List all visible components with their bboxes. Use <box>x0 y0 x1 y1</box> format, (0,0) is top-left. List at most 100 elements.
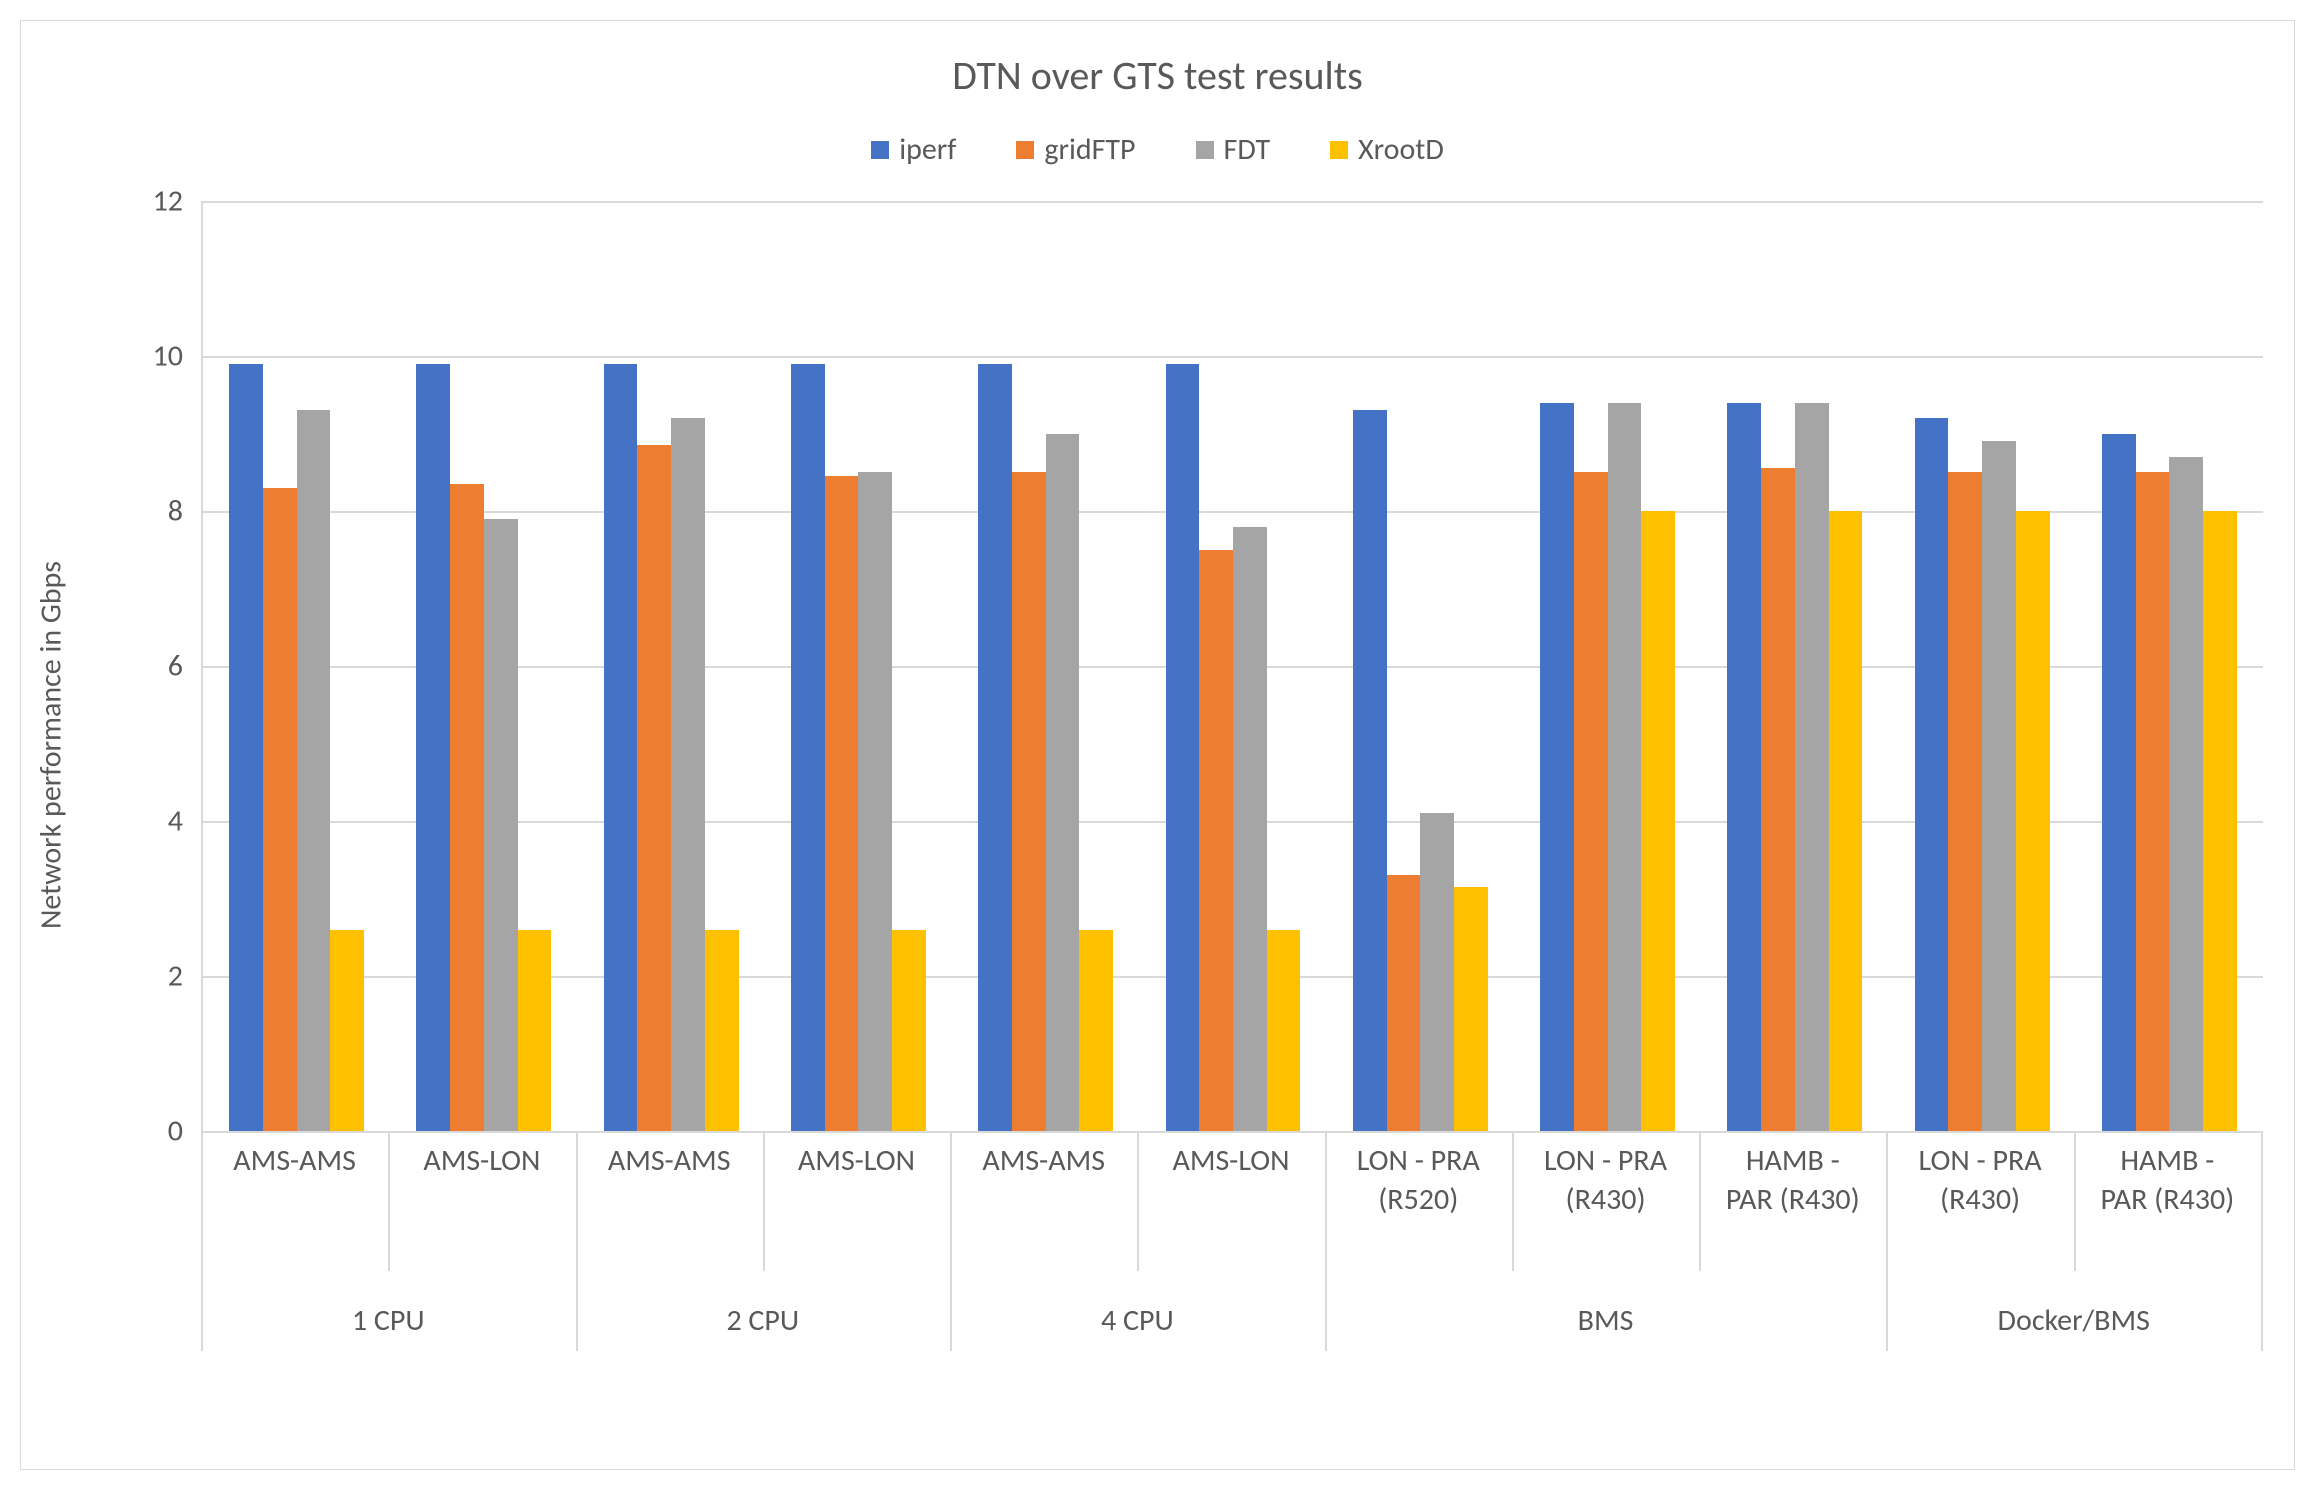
x-category-label: AMS-LON <box>388 1141 575 1180</box>
y-tick-label: 10 <box>153 338 183 375</box>
x-axis-supergroup-labels: 1 CPU 2 CPU 4 CPU BMS Docker/BMS <box>201 1301 2261 1361</box>
x-category-label: LON - PRA(R520) <box>1325 1141 1512 1219</box>
legend-label: XrootD <box>1358 131 1444 168</box>
bar <box>2016 511 2050 1131</box>
bar <box>1915 418 1949 1131</box>
bar <box>484 519 518 1131</box>
legend: iperf gridFTP FDT XrootD <box>21 131 2294 168</box>
y-tick-label: 6 <box>168 648 183 685</box>
bar <box>1829 511 1863 1131</box>
bar <box>263 488 297 1131</box>
bar <box>671 418 705 1131</box>
bar <box>1948 472 1982 1131</box>
x-category-label: AMS-LON <box>1137 1141 1324 1180</box>
bar <box>791 364 825 1131</box>
category-separator <box>1699 1131 1701 1271</box>
bar <box>1267 930 1301 1132</box>
group-separator <box>1886 1131 1888 1351</box>
legend-swatch <box>1016 141 1034 159</box>
bar <box>2136 472 2170 1131</box>
bar <box>518 930 552 1132</box>
group-separator <box>576 1131 578 1351</box>
x-category-label: LON - PRA(R430) <box>1512 1141 1699 1219</box>
legend-swatch <box>1196 141 1214 159</box>
bar <box>1387 875 1421 1131</box>
x-category-label: LON - PRA(R430) <box>1886 1141 2073 1219</box>
y-tick-label: 4 <box>168 803 183 840</box>
x-supergroup-label: Docker/BMS <box>1998 1301 2150 1340</box>
bar <box>1540 403 1574 1132</box>
bar <box>450 484 484 1131</box>
x-category-label: HAMB -PAR (R430) <box>2074 1141 2261 1219</box>
bar <box>2169 457 2203 1131</box>
bar <box>637 445 671 1131</box>
bar <box>858 472 892 1131</box>
x-category-label: AMS-AMS <box>576 1141 763 1180</box>
legend-item: gridFTP <box>1016 131 1135 168</box>
legend-swatch <box>1330 141 1348 159</box>
bar <box>1574 472 1608 1131</box>
category-separator <box>1137 1131 1139 1271</box>
x-supergroup-label: 2 CPU <box>726 1301 799 1340</box>
legend-item: XrootD <box>1330 131 1444 168</box>
x-supergroup-label: BMS <box>1578 1301 1634 1340</box>
bar <box>1641 511 1675 1131</box>
bar <box>2102 434 2136 1132</box>
bar <box>1795 403 1829 1132</box>
category-separator <box>2074 1131 2076 1271</box>
legend-label: gridFTP <box>1044 131 1135 168</box>
bar <box>978 364 1012 1131</box>
bar <box>1982 441 2016 1131</box>
category-separator <box>763 1131 765 1271</box>
bar <box>1046 434 1080 1132</box>
bar <box>2203 511 2237 1131</box>
y-tick-label: 2 <box>168 958 183 995</box>
bar <box>705 930 739 1132</box>
group-separator <box>201 1131 203 1351</box>
category-separator <box>1512 1131 1514 1271</box>
gridline <box>203 356 2263 358</box>
chart-frame: DTN over GTS test results iperf gridFTP FD… <box>20 20 2295 1470</box>
group-separator <box>1325 1131 1327 1351</box>
legend-item: FDT <box>1196 131 1271 168</box>
bar <box>1079 930 1113 1132</box>
gridline <box>203 201 2263 203</box>
bar <box>330 930 364 1132</box>
x-supergroup-label: 1 CPU <box>352 1301 425 1340</box>
group-separator <box>2261 1131 2263 1351</box>
x-category-label: AMS-AMS <box>201 1141 388 1180</box>
legend-item: iperf <box>871 131 956 168</box>
y-axis-label: Network performance in Gbps <box>33 561 70 929</box>
x-axis-category-labels: AMS-AMSAMS-LONAMS-AMSAMS-LONAMS-AMSAMS-L… <box>201 1141 2261 1241</box>
y-tick-label: 12 <box>153 183 183 220</box>
x-category-label: AMS-AMS <box>950 1141 1137 1180</box>
bar <box>1420 813 1454 1131</box>
bar <box>1233 527 1267 1132</box>
chart-title: DTN over GTS test results <box>21 51 2294 100</box>
x-supergroup-label: 4 CPU <box>1101 1301 1174 1340</box>
bar <box>1166 364 1200 1131</box>
x-category-label: HAMB -PAR (R430) <box>1699 1141 1886 1219</box>
x-category-label: AMS-LON <box>763 1141 950 1180</box>
bar <box>1608 403 1642 1132</box>
bar <box>892 930 926 1132</box>
legend-label: FDT <box>1224 131 1271 168</box>
bar <box>604 364 638 1131</box>
bar <box>1727 403 1761 1132</box>
bar <box>1012 472 1046 1131</box>
bar <box>1454 887 1488 1131</box>
legend-label: iperf <box>899 131 956 168</box>
y-tick-label: 8 <box>168 493 183 530</box>
bar <box>1199 550 1233 1131</box>
legend-swatch <box>871 141 889 159</box>
bar <box>1761 468 1795 1131</box>
bar <box>1353 410 1387 1131</box>
bar <box>229 364 263 1131</box>
bar <box>825 476 859 1131</box>
category-separator <box>388 1131 390 1271</box>
bar <box>416 364 450 1131</box>
plot-area: 024681012 <box>201 201 2263 1133</box>
bar <box>297 410 331 1131</box>
y-tick-label: 0 <box>168 1113 183 1150</box>
group-separator <box>950 1131 952 1351</box>
